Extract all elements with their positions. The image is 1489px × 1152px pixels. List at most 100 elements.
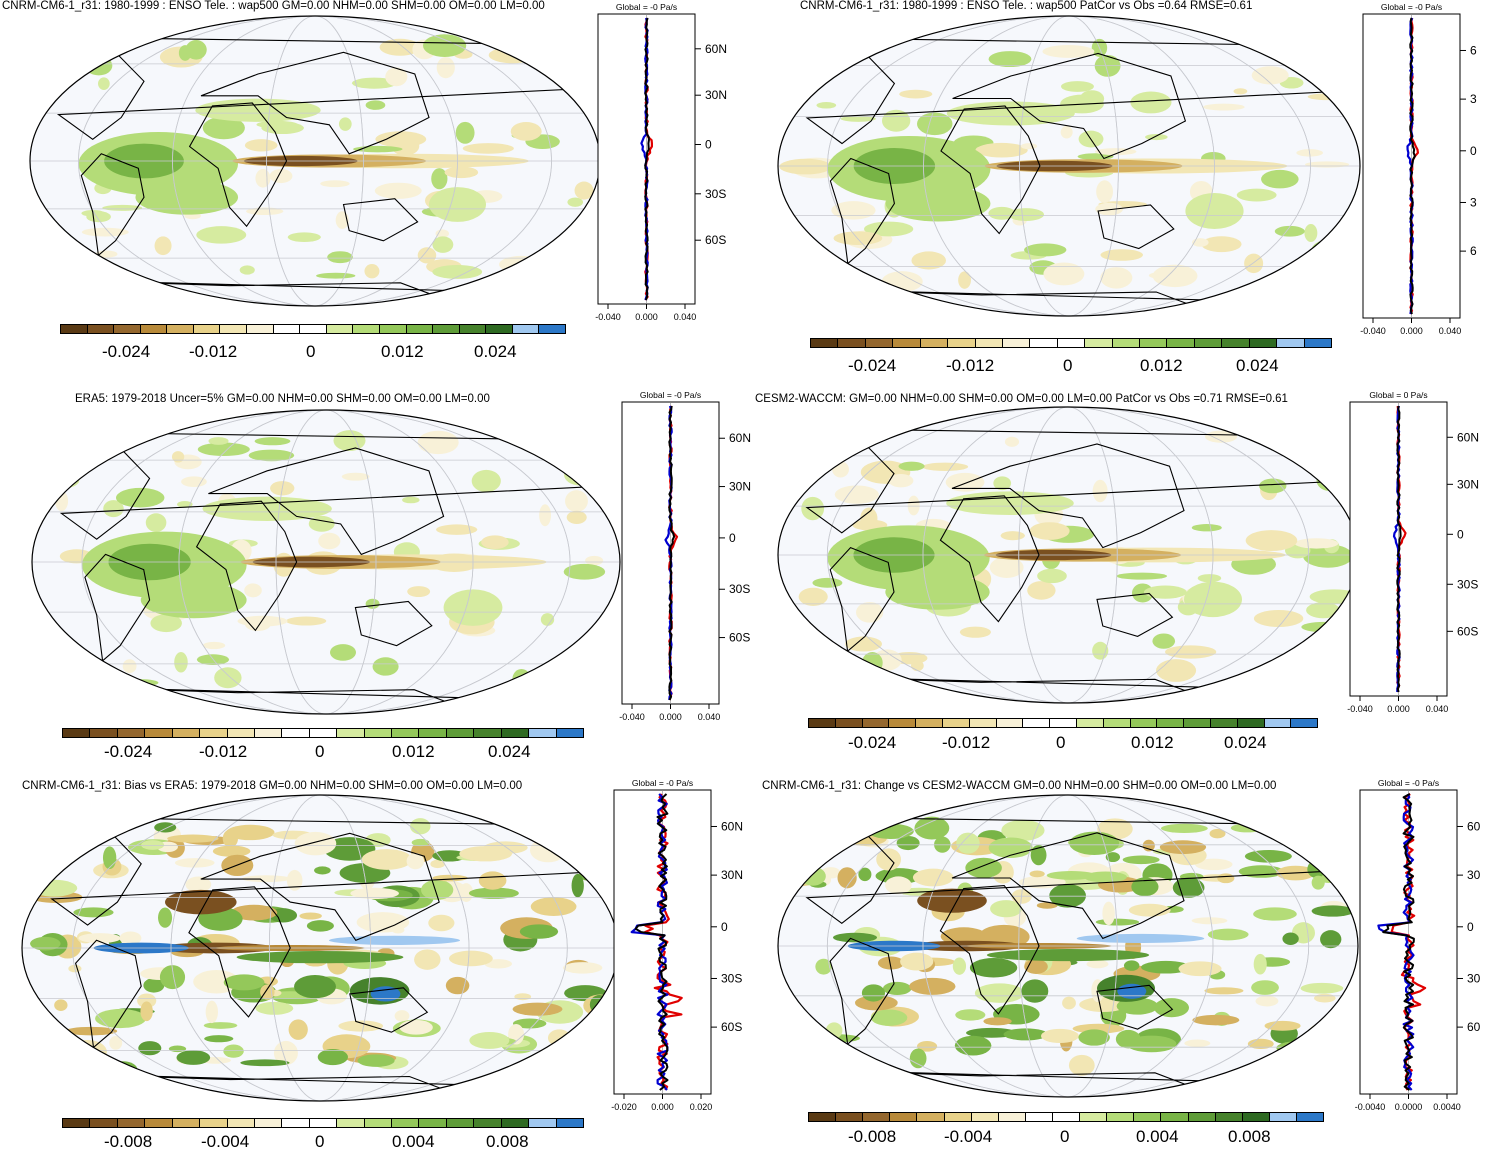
anomaly-patch: [341, 472, 370, 481]
lat-label: 0: [729, 531, 736, 545]
colorbar-label: -0.024: [848, 356, 897, 375]
coastline: [349, 987, 429, 1033]
coastline: [200, 832, 440, 941]
anomaly-patch: [834, 485, 879, 504]
south-america-ascent: [443, 589, 503, 626]
anomaly-patch: [44, 654, 57, 662]
global-mean-label: Global = -0 Pa/s: [632, 778, 693, 788]
anomaly-patch: [141, 840, 165, 850]
graticule-meridian: [1019, 16, 1119, 316]
global-mean-label: Global = -0 Pa/s: [1378, 778, 1439, 788]
anomaly-patch: [317, 1048, 349, 1066]
colorbar-swatch: [140, 325, 168, 333]
anomaly-patch: [294, 831, 337, 856]
colorbar-swatch: [862, 719, 890, 727]
anomaly-patch: [1202, 103, 1245, 111]
anomaly-patch: [203, 1022, 238, 1029]
colorbar-swatch: [529, 729, 557, 737]
anomaly-patch: [794, 1033, 809, 1040]
anomaly-patch: [1195, 858, 1233, 871]
anomaly-patch: [1321, 458, 1335, 468]
anomaly-patch: [544, 816, 577, 838]
anomaly-patch: [185, 39, 207, 60]
coastline: [829, 546, 895, 653]
anomaly-patch: [481, 535, 509, 549]
colorbar-swatch: [944, 1113, 972, 1121]
colorbar-swatch: [1112, 339, 1141, 347]
graticule-meridian: [178, 410, 474, 714]
anomaly-patch: [1096, 180, 1114, 203]
anomaly-patch: [430, 859, 445, 869]
colorbar-swatch: [556, 1119, 584, 1127]
anomaly-patch: [308, 515, 335, 532]
x-tick-label: 0.000: [659, 712, 682, 722]
anomaly-patch: [870, 1009, 908, 1026]
anomaly-patch: [1217, 873, 1235, 884]
anomaly-patch: [510, 122, 542, 141]
anomaly-patch: [1238, 865, 1285, 878]
anomaly-patch: [444, 166, 479, 179]
coastline: [829, 157, 895, 265]
anomaly-patch: [917, 112, 953, 136]
colorbar-swatch: [337, 1119, 365, 1127]
colorbar-swatch: [1107, 1113, 1135, 1121]
graticule-meridian: [923, 16, 1215, 316]
anomaly-patch: [197, 442, 250, 457]
anomaly-patch: [831, 201, 876, 220]
x-tick-label: 0.000: [635, 312, 658, 322]
colorbar-swatch: [809, 719, 836, 727]
anomaly-patch: [406, 852, 425, 870]
colorbar-swatch: [1291, 719, 1318, 727]
anomaly-patch: [417, 430, 459, 455]
colorbar-swatch: [446, 729, 475, 737]
anomaly-patch: [1261, 169, 1299, 189]
anomaly-patch: [585, 555, 604, 566]
bias-band-blue: [1076, 933, 1205, 943]
anomaly-patch: [244, 617, 271, 631]
lat-label: 6: [1470, 43, 1477, 57]
anomaly-patch: [832, 932, 878, 943]
x-tick-label: 0.000: [1400, 326, 1423, 336]
colorbar-swatch: [1025, 1113, 1053, 1121]
anomaly-patch: [1316, 469, 1341, 491]
anomaly-patch: [316, 272, 356, 279]
colorbar-label: 0.012: [1140, 356, 1183, 375]
anomaly-patch: [407, 586, 431, 598]
colorbar-swatch: [1237, 719, 1265, 727]
anomaly-patch: [881, 109, 911, 132]
anomaly-patch: [330, 644, 356, 661]
anomaly-patch: [1251, 66, 1289, 85]
anomaly-patch: [1100, 249, 1143, 261]
anomaly-patch: [547, 448, 596, 463]
anomaly-patch: [1201, 236, 1242, 253]
colorbar-swatch: [1269, 1113, 1297, 1121]
map-border: [777, 794, 1359, 1098]
anomaly-patch: [379, 38, 421, 56]
anomaly-patch: [1131, 877, 1159, 897]
colorbar-label: 0: [306, 342, 316, 361]
anomaly-patch: [410, 818, 431, 835]
anomaly-patch: [119, 931, 142, 945]
anomaly-patch: [958, 271, 971, 289]
anomaly-patch: [484, 959, 513, 969]
anomaly-patch: [255, 1001, 294, 1015]
anomaly-patch: [1303, 544, 1353, 568]
colorbar: [62, 728, 584, 738]
anomaly-patch: [1100, 267, 1133, 289]
coastline: [342, 198, 419, 242]
coastline: [195, 500, 298, 632]
colorbar-label: -0.024: [104, 742, 153, 761]
south-america-ascent: [429, 187, 486, 222]
zonal-mean-profile: Global = -0 Pa/s 60N 30N 0 30S 60S -0.040 0.000…: [619, 390, 751, 722]
anomaly-patch: [1020, 143, 1038, 150]
anomaly-patch: [856, 601, 884, 623]
colorbar-swatch: [1222, 339, 1250, 347]
zonal-black-line: [1396, 405, 1402, 693]
anomaly-patch: [1207, 928, 1249, 941]
anomaly-patch: [954, 1035, 992, 1056]
graticule-meridian: [1018, 407, 1118, 703]
robinson-map: [31, 409, 621, 715]
anomaly-patch: [1282, 932, 1299, 945]
anomaly-patch: [1230, 823, 1264, 833]
anomaly-patch: [338, 1020, 384, 1032]
